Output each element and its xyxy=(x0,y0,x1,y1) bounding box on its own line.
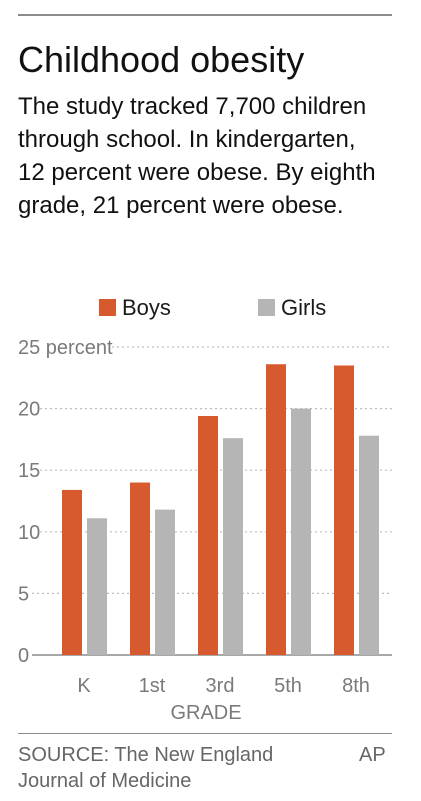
credit-label: AP xyxy=(359,744,386,766)
x-axis-ticks: K 1st 3rd 5th 8th xyxy=(77,675,370,697)
bar-girls-3rd xyxy=(223,438,243,655)
bar-boys-3rd xyxy=(198,415,218,655)
bar-chart: Boys Girls 0 5 10 15 20 25 percent K 1st 3rd 5th 8… xyxy=(18,295,392,724)
bar-boys-8th xyxy=(334,365,354,655)
bar-girls-8th xyxy=(359,435,379,655)
bar-girls-1st xyxy=(155,509,175,655)
y-tick-label-10: 10 xyxy=(18,522,40,544)
legend-swatch-girls xyxy=(258,299,275,316)
x-tick-label-8th: 8th xyxy=(342,675,370,697)
x-tick-label-1st: 1st xyxy=(139,675,166,697)
bar-girls-k xyxy=(87,518,107,655)
legend-label-boys: Boys xyxy=(122,295,171,320)
y-tick-label-5: 5 xyxy=(18,583,29,605)
legend-label-girls: Girls xyxy=(281,295,326,320)
bars xyxy=(62,364,379,655)
source-line-1: SOURCE: The New England xyxy=(18,744,274,766)
bar-boys-5th xyxy=(266,364,286,655)
bar-girls-5th xyxy=(291,408,311,655)
y-tick-label-20: 20 xyxy=(18,399,40,421)
legend: Boys Girls xyxy=(99,295,326,320)
x-tick-label-5th: 5th xyxy=(274,675,302,697)
x-axis-label: GRADE xyxy=(170,702,241,724)
legend-swatch-boys xyxy=(99,299,116,316)
y-tick-label-15: 15 xyxy=(18,460,40,482)
bar-boys-k xyxy=(62,489,82,655)
x-tick-label-3rd: 3rd xyxy=(206,675,235,697)
bar-boys-1st xyxy=(130,482,150,655)
y-tick-label-0: 0 xyxy=(18,645,29,667)
x-tick-label-k: K xyxy=(77,675,91,697)
chart-subtitle: The study tracked 7,700 children through… xyxy=(18,93,376,219)
source-note: SOURCE: The New England Journal of Medic… xyxy=(18,742,273,794)
y-tick-label-25: 25 percent xyxy=(18,337,113,359)
source-line-2: Journal of Medicine xyxy=(18,770,192,792)
top-divider xyxy=(18,14,392,16)
source-divider xyxy=(18,733,392,734)
y-axis-ticks: 0 5 10 15 20 25 percent xyxy=(18,337,113,667)
chart-title: Childhood obesity xyxy=(18,39,305,80)
